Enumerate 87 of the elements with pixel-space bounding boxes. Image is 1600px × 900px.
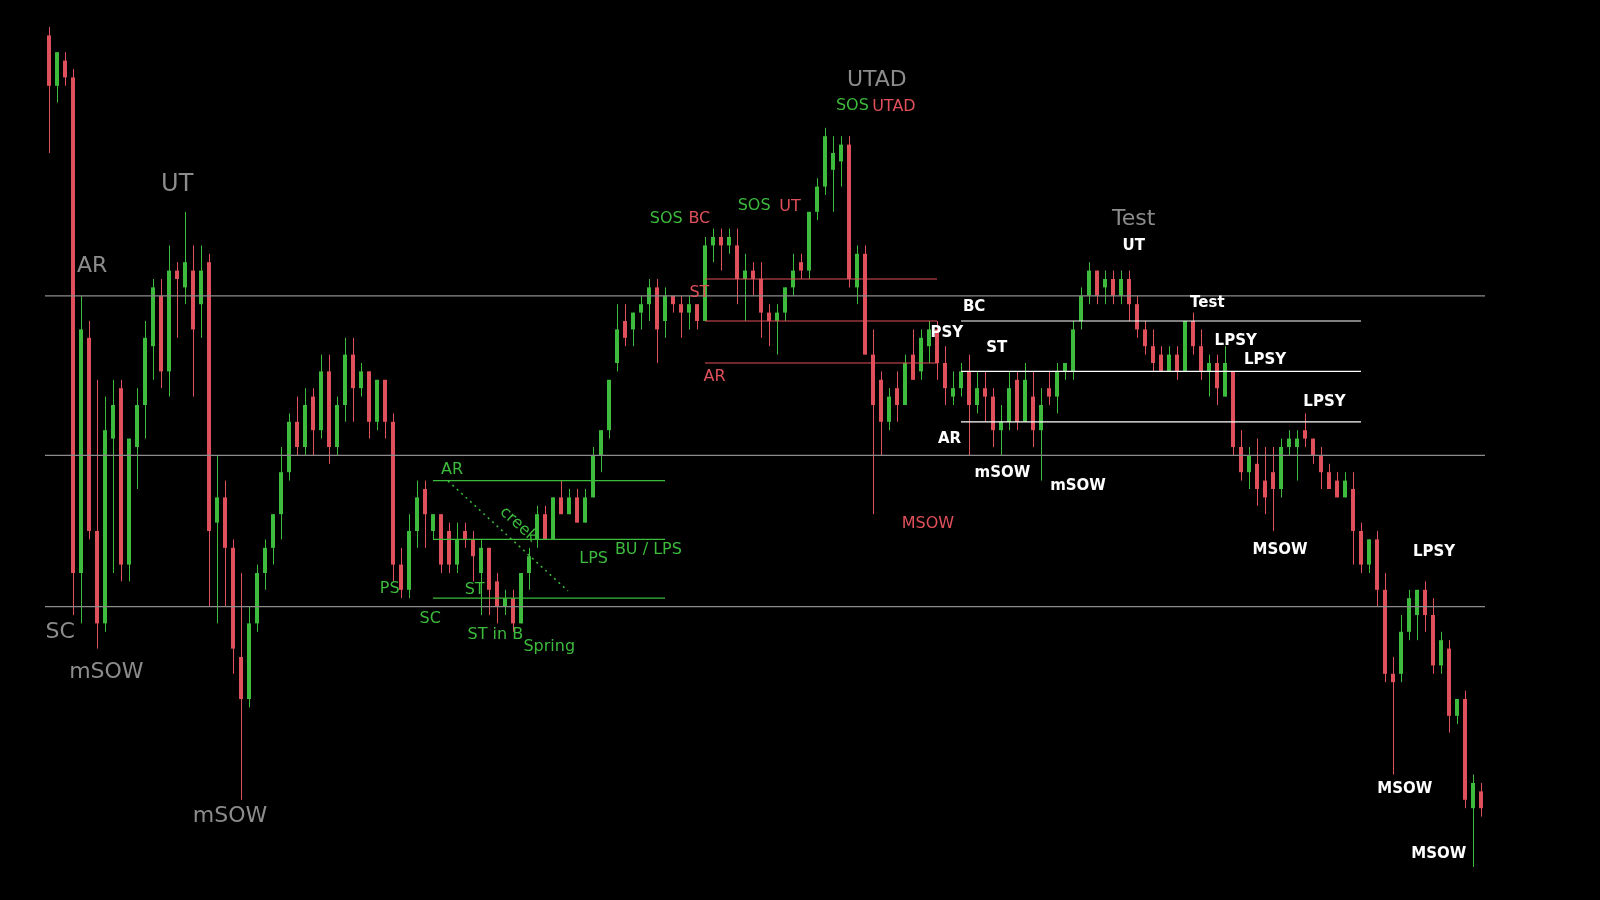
candlestick: [975, 370, 979, 414]
annotation: LPSY: [1412, 541, 1456, 560]
annotation: MSOW: [1252, 539, 1308, 558]
candlestick: [999, 404, 1003, 456]
candlestick: [359, 362, 363, 398]
annotation: Spring: [523, 636, 576, 655]
candlestick: [1111, 270, 1115, 305]
annotation: BU / LPS: [614, 539, 682, 558]
candlestick: [695, 303, 699, 330]
candlestick: [719, 228, 723, 272]
annotation: MSOW: [1411, 843, 1467, 862]
candlestick: [959, 362, 963, 398]
annotation: UT: [161, 169, 194, 197]
candlestick: [1343, 471, 1347, 498]
annotation: BC: [962, 296, 986, 315]
candlestick: [527, 547, 531, 591]
candlestick: [1287, 429, 1291, 456]
annotation: Test: [1190, 292, 1225, 311]
annotation: LPSY: [1243, 349, 1287, 368]
annotation: ST in B: [467, 624, 524, 643]
annotation: AR: [703, 366, 726, 385]
annotation: AR: [938, 428, 962, 447]
annotation: SC: [419, 608, 441, 627]
annotation: UT: [779, 196, 801, 215]
annotation: LPS: [579, 548, 608, 567]
candlestick: [1151, 328, 1155, 372]
candlestick: [687, 295, 691, 330]
candlestick: [1119, 270, 1123, 305]
candlestick: [839, 135, 843, 188]
candlestick: [567, 488, 571, 515]
candlestick: [727, 228, 731, 255]
candlestick: [1159, 345, 1163, 372]
candlestick: [1207, 354, 1211, 398]
candlestick: [463, 522, 467, 549]
candlestick: [1303, 412, 1307, 448]
candlestick: [631, 312, 635, 347]
candlestick: [623, 303, 627, 347]
candlestick: [1167, 345, 1171, 372]
candlestick: [1455, 698, 1459, 725]
annotation: UT: [1122, 235, 1145, 254]
candlestick: [951, 370, 955, 406]
candlestick: [1479, 782, 1483, 818]
candlestick: [711, 228, 715, 263]
candlestick: [1327, 463, 1331, 490]
candlestick: [1319, 446, 1323, 490]
candlestick: [1263, 446, 1267, 515]
annotation: UTAD: [872, 96, 916, 115]
annotation: BC: [688, 208, 711, 227]
candlestick: [1047, 370, 1051, 406]
annotation: SOS: [835, 95, 869, 114]
annotation: mSOW: [69, 658, 144, 683]
annotation: Test: [1112, 205, 1156, 230]
candlestick: [1311, 438, 1315, 465]
annotation: SOS: [649, 208, 683, 227]
annotation: AR: [77, 252, 108, 277]
candlestick: [831, 135, 835, 213]
candlestick: [895, 370, 899, 423]
candlestick: [983, 370, 987, 423]
annotation: mSOW: [192, 802, 268, 827]
candlestick: [927, 320, 931, 364]
annotation: MSOW: [901, 513, 955, 532]
candlestick: [1103, 270, 1107, 305]
annotation: MSOW: [1377, 778, 1433, 797]
annotation: LPSY: [1303, 391, 1346, 410]
candlestick: [1247, 446, 1251, 490]
candlestick: [1295, 429, 1299, 482]
candlestick: [559, 480, 563, 515]
candlestick: [471, 530, 475, 582]
candlestick: [1175, 345, 1179, 381]
candlestick: [1335, 471, 1339, 498]
annotation: PS: [379, 578, 400, 597]
annotation: UTAD: [846, 66, 907, 91]
candlestick: [639, 295, 643, 330]
annotation: SC: [45, 618, 75, 643]
annotation: LPSY: [1214, 330, 1257, 349]
candlestick: [1143, 320, 1147, 356]
candlestick: [679, 295, 683, 339]
annotation: SOS: [737, 195, 771, 214]
annotation: ST: [986, 337, 1008, 356]
candlestick: [647, 278, 651, 322]
candlestick: [63, 51, 67, 87]
candlestick: [175, 261, 179, 339]
annotation: mSOW: [1050, 475, 1106, 494]
candlestick: [1391, 656, 1395, 776]
annotation: AR: [440, 459, 463, 478]
annotation: mSOW: [974, 462, 1031, 481]
candlestick: [1271, 446, 1275, 532]
